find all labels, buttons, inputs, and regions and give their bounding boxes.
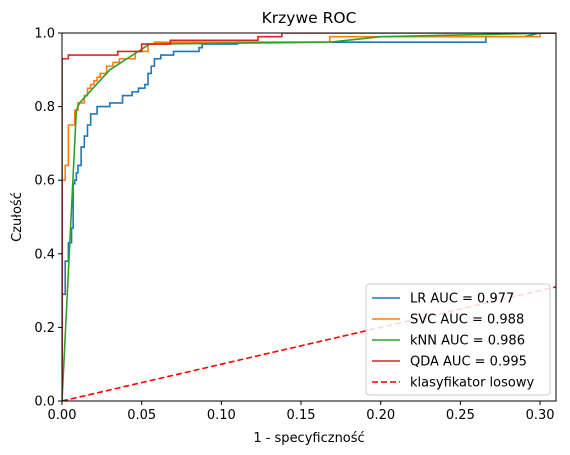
x-tick-label: 0.10 — [207, 408, 236, 423]
legend-label-klasyfikator: klasyfikator losowy — [410, 376, 534, 391]
x-tick-label: 0.30 — [526, 408, 555, 423]
y-tick-label: 0.0 — [34, 395, 55, 410]
y-tick-label: 1.0 — [34, 27, 55, 42]
legend-label-svc: SVC AUC = 0.988 — [410, 313, 524, 328]
x-tick-label: 0.00 — [48, 408, 77, 423]
y-axis-ticks: 0.0 0.2 0.4 0.6 0.8 1.0 — [34, 27, 62, 410]
series-layer — [62, 33, 556, 401]
series-line-qda — [62, 33, 556, 401]
x-tick-label: 0.05 — [127, 408, 156, 423]
x-axis-ticks: 0.00 0.05 0.10 0.15 0.20 0.25 0.30 — [48, 401, 555, 423]
legend-box — [365, 283, 551, 396]
legend: LR AUC = 0.977 SVC AUC = 0.988 kNN AUC = 0… — [365, 283, 551, 396]
series-line-klasyfikator — [62, 286, 556, 401]
chart-title: Krzywe ROC — [262, 9, 357, 27]
x-tick-label: 0.15 — [287, 408, 316, 423]
legend-label-qda: QDA AUC = 0.995 — [410, 355, 527, 370]
legend-label-knn: kNN AUC = 0.986 — [410, 334, 525, 349]
plot-frame — [61, 32, 557, 402]
y-tick-label: 0.8 — [34, 100, 55, 115]
y-axis-label: Czułość — [10, 192, 25, 242]
legend-label-lr: LR AUC = 0.977 — [410, 292, 514, 307]
series-line-lr — [62, 33, 556, 401]
x-axis-label: 1 - specyficzność — [253, 431, 364, 446]
y-tick-label: 0.2 — [34, 321, 55, 336]
y-tick-label: 0.6 — [34, 174, 55, 189]
x-tick-label: 0.20 — [366, 408, 395, 423]
y-tick-label: 0.4 — [34, 247, 55, 262]
series-line-knn — [62, 33, 556, 401]
x-tick-label: 0.25 — [446, 408, 475, 423]
